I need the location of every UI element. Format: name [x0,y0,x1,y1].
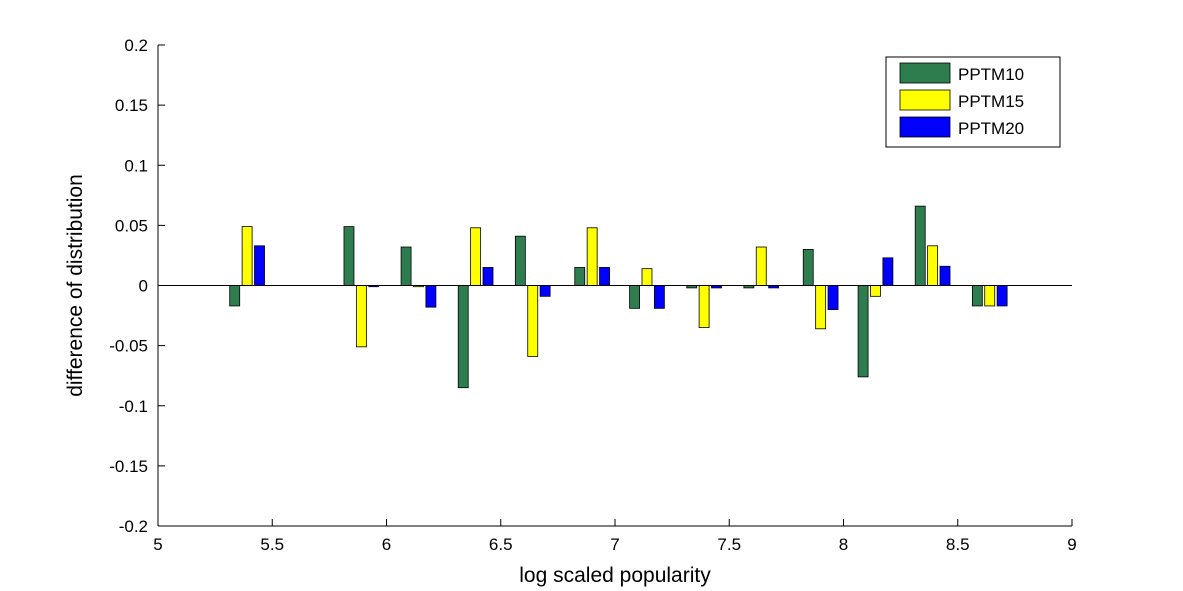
bar-pptm15-11 [927,245,939,286]
x-tick-label: 8 [839,535,848,554]
bar-pptm15-1 [355,285,367,348]
bar-pptm20-9 [827,285,839,310]
bar-pptm15-8 [755,246,767,286]
bar-pptm20-6 [653,285,665,309]
y-axis-label: difference of distribution [64,174,87,397]
bar-pptm10-3 [457,285,469,389]
bar-pptm10-6 [629,285,640,309]
x-tick-label: 5 [153,535,162,554]
bar-pptm20-10 [882,257,894,286]
x-tick-label: 5.5 [260,535,284,554]
bar-pptm15-12 [984,285,996,307]
bar-pptm10-10 [857,285,869,378]
x-tick-label: 8.5 [946,535,970,554]
x-axis-label: log scaled popularity [519,564,711,587]
bar-pptm20-11 [939,265,951,286]
bar-pptm20-2 [425,285,437,308]
y-tick-label: -0.1 [119,397,148,416]
bar-pptm10-11 [914,205,926,286]
bar-pptm15-4 [527,285,539,357]
bar-pptm10-1 [343,226,355,286]
x-tick-label: 7.5 [717,535,741,554]
bar-pptm15-9 [815,285,827,330]
legend: PPTM10 PPTM15 PPTM20 [885,56,1061,148]
bar-pptm20-12 [996,285,1008,307]
bar-pptm20-3 [482,267,494,286]
bar-pptm20-0 [254,245,265,286]
legend-label-pptm20: PPTM20 [958,119,1024,138]
bar-pptm15-10 [870,285,881,297]
x-tick-label: 9 [1067,535,1076,554]
y-tick-label: 0 [139,277,148,296]
bar-pptm10-12 [971,285,983,307]
axes-layer: 5 5.5 6 6.5 7 7.5 8 8.5 9 0.2 0.15 0.1 0.05 0 -0.05 -0.… [109,36,1076,554]
legend-label-pptm15: PPTM15 [958,92,1024,111]
x-tick-label: 6 [382,535,391,554]
bar-pptm15-7 [698,285,710,328]
y-tick-label: 0.15 [115,96,148,115]
bar-pptm20-5 [599,267,610,286]
y-tick-label: -0.15 [109,457,148,476]
bar-pptm15-5 [586,227,598,286]
y-tick-label: -0.05 [109,337,148,356]
y-tick-label: -0.2 [119,517,148,536]
bar-pptm10-5 [574,267,586,286]
y-tick-label: 0.2 [124,36,148,55]
legend-swatch-pptm15 [899,89,951,111]
bar-pptm10-9 [802,249,814,286]
bar-pptm15-3 [470,227,482,286]
y-tick-label: 0.05 [115,216,148,235]
y-tick-label: 0.1 [124,156,148,175]
legend-swatch-pptm10 [899,62,951,84]
bar-pptm10-4 [514,235,526,286]
x-tick-label: 7 [610,535,619,554]
bar-pptm10-0 [229,285,241,307]
legend-swatch-pptm20 [899,116,951,138]
bar-pptm15-6 [641,268,653,286]
x-tick-label: 6.5 [489,535,513,554]
bar-pptm20-4 [539,285,551,297]
legend-label-pptm10: PPTM10 [958,65,1024,84]
bar-pptm15-0 [241,226,253,286]
bar-pptm10-2 [400,246,412,286]
